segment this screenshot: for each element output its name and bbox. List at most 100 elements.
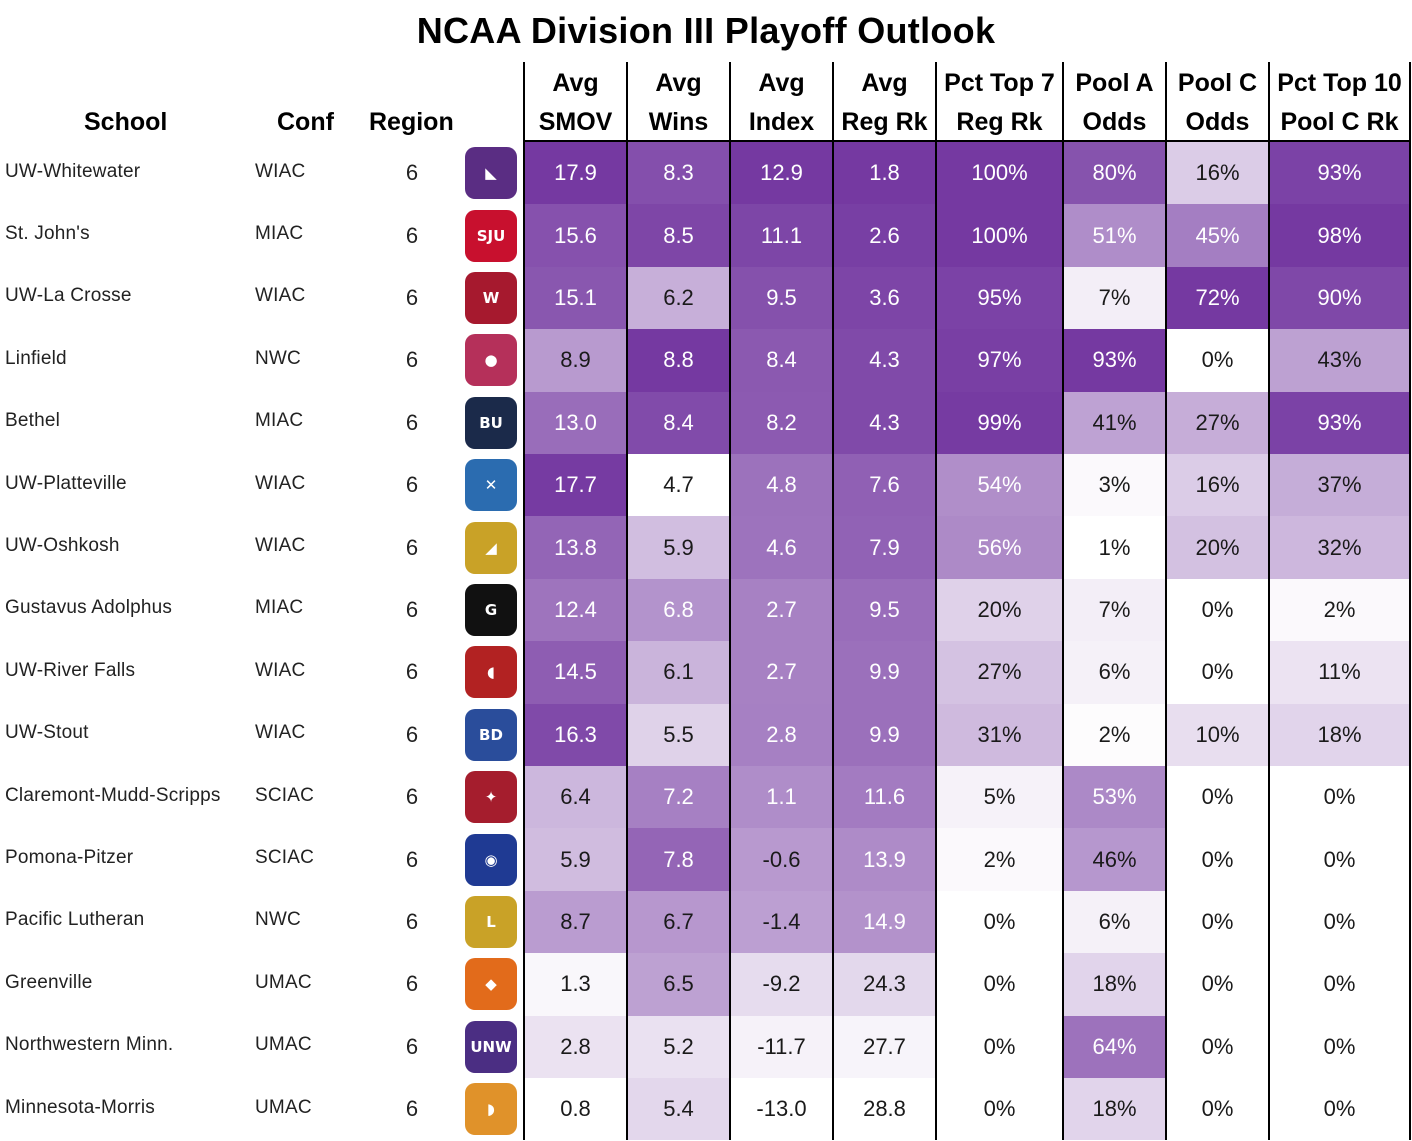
- cell-wins: 6.1: [628, 641, 729, 704]
- cell-top10: 0%: [1270, 766, 1409, 829]
- cell-top7: 5%: [937, 766, 1062, 829]
- cell-top7: 0%: [937, 1078, 1062, 1141]
- cell-top7: 95%: [937, 266, 1062, 330]
- header-smov-line1: Avg: [552, 69, 599, 97]
- column-divider: [729, 62, 731, 1140]
- header-poolc-line2: Odds: [1185, 108, 1250, 136]
- wildcat-icon-mark: ●: [465, 334, 517, 387]
- cell-smov: 13.0: [525, 391, 626, 454]
- column-divider: [523, 62, 525, 1140]
- cell-top7: 2%: [937, 828, 1062, 891]
- eagle-icon-mark: W: [465, 271, 517, 324]
- school-name: UW-Platteville: [5, 472, 127, 494]
- cell-index: 4.8: [731, 454, 832, 517]
- titan-icon-mark: ◢: [465, 521, 517, 574]
- cell-top7: 27%: [937, 641, 1062, 704]
- cell-regrk: 1.8: [834, 142, 935, 205]
- cell-poola: 64%: [1064, 1015, 1165, 1078]
- cell-poolc: 0%: [1167, 766, 1268, 829]
- cell-top7: 0%: [937, 953, 1062, 1016]
- column-divider: [626, 62, 628, 1140]
- conference: UMAC: [255, 1034, 312, 1056]
- region: 6: [405, 784, 419, 810]
- header-index-line1: Avg: [758, 69, 805, 97]
- conference: MIAC: [255, 597, 304, 619]
- cell-index: 9.5: [731, 266, 832, 330]
- cell-wins: 5.4: [628, 1078, 729, 1141]
- cell-top10: 37%: [1270, 454, 1409, 517]
- cell-wins: 6.5: [628, 953, 729, 1016]
- column-divider: [832, 62, 834, 1140]
- cell-poola: 6%: [1064, 641, 1165, 704]
- cell-index: -1.4: [731, 890, 832, 954]
- school-name: Claremont-Mudd-Scripps: [5, 784, 221, 806]
- cell-regrk: 3.6: [834, 266, 935, 330]
- unw-icon-mark: UNW: [465, 1020, 517, 1073]
- sagehen-icon-mark: ◉: [465, 833, 517, 886]
- cell-regrk: 7.9: [834, 516, 935, 579]
- region: 6: [405, 160, 419, 186]
- cell-wins: 5.9: [628, 516, 729, 579]
- cell-top7: 20%: [937, 578, 1062, 642]
- falcon-icon-mark: ◖: [465, 646, 517, 699]
- region: 6: [405, 409, 419, 435]
- column-divider: [935, 62, 937, 1140]
- cell-poolc: 72%: [1167, 266, 1268, 330]
- cell-index: 8.2: [731, 391, 832, 454]
- blue-devils-icon-mark: BD: [465, 708, 517, 761]
- conference: WIAC: [255, 659, 306, 681]
- cell-regrk: 2.6: [834, 204, 935, 267]
- cell-top10: 93%: [1270, 391, 1409, 454]
- region: 6: [405, 596, 419, 622]
- school-name: Gustavus Adolphus: [5, 597, 173, 619]
- cell-wins: 8.5: [628, 204, 729, 267]
- chart-title: NCAA Division III Playoff Outlook: [416, 10, 996, 51]
- cell-poolc: 0%: [1167, 828, 1268, 891]
- cell-regrk: 7.6: [834, 454, 935, 517]
- header-region: Region: [369, 108, 454, 136]
- cell-top7: 100%: [937, 204, 1062, 267]
- cell-wins: 5.2: [628, 1015, 729, 1078]
- cell-index: 2.7: [731, 578, 832, 642]
- cell-smov: 8.9: [525, 329, 626, 392]
- pickaxes-icon: ✕: [461, 454, 521, 516]
- cell-smov: 0.8: [525, 1078, 626, 1141]
- cell-regrk: 4.3: [834, 329, 935, 392]
- stag-icon: ✦: [461, 766, 521, 828]
- cell-smov: 17.7: [525, 454, 626, 517]
- cell-poola: 80%: [1064, 142, 1165, 205]
- sagehen-icon: ◉: [461, 828, 521, 890]
- blue-devils-icon: BD: [461, 704, 521, 766]
- cougar-icon: ◗: [461, 1078, 521, 1140]
- cell-index: 2.7: [731, 641, 832, 704]
- cell-top10: 0%: [1270, 1078, 1409, 1141]
- school-name: St. John's: [5, 223, 90, 245]
- column-divider: [1062, 62, 1064, 1140]
- shield-g-icon: G: [461, 579, 521, 641]
- header-top7-line1: Pct Top 7: [944, 69, 1055, 97]
- region: 6: [405, 534, 419, 560]
- cell-wins: 8.8: [628, 329, 729, 392]
- cell-top7: 0%: [937, 1015, 1062, 1078]
- cell-top10: 32%: [1270, 516, 1409, 579]
- cell-index: 1.1: [731, 766, 832, 829]
- cell-top7: 54%: [937, 454, 1062, 517]
- cell-poolc: 0%: [1167, 329, 1268, 392]
- cell-regrk: 28.8: [834, 1078, 935, 1141]
- school-name: Pomona-Pitzer: [5, 847, 134, 869]
- region: 6: [405, 659, 419, 685]
- eagle-icon: W: [461, 267, 521, 329]
- cell-wins: 8.3: [628, 142, 729, 205]
- cell-poolc: 27%: [1167, 391, 1268, 454]
- header-smov-line2: SMOV: [538, 108, 613, 136]
- cell-poola: 93%: [1064, 329, 1165, 392]
- region: 6: [405, 347, 419, 373]
- wildcat-icon: ●: [461, 329, 521, 391]
- region: 6: [405, 222, 419, 248]
- cell-smov: 12.4: [525, 578, 626, 642]
- cell-top7: 0%: [937, 890, 1062, 954]
- cell-poola: 18%: [1064, 1078, 1165, 1141]
- cell-poola: 7%: [1064, 578, 1165, 642]
- header-regrk-line1: Avg: [861, 69, 908, 97]
- cell-wins: 4.7: [628, 454, 729, 517]
